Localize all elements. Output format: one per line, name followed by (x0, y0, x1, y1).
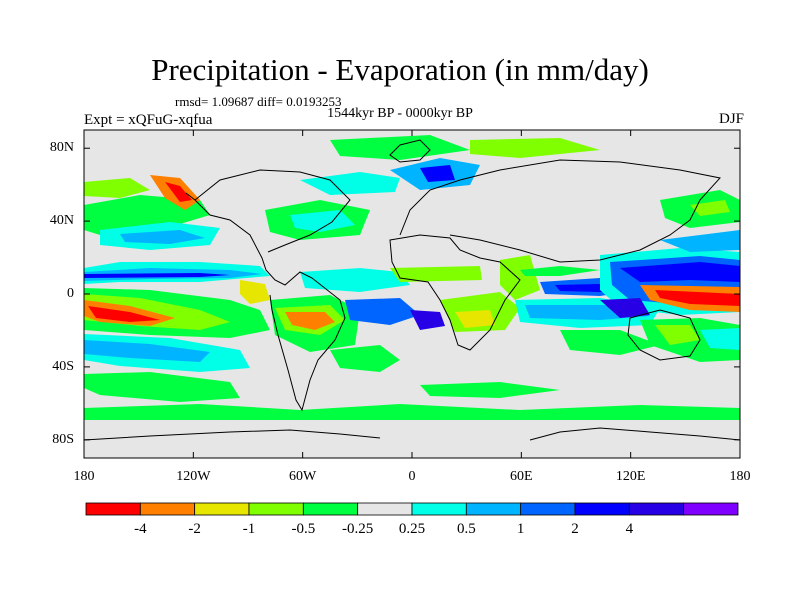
colorbar-label: -1 (242, 521, 256, 537)
contour-region (690, 200, 730, 216)
colorbar-label: 0.5 (456, 521, 476, 537)
contour-region (520, 266, 600, 276)
coastline-africa (389, 234, 521, 351)
coastline-australia (627, 309, 701, 361)
colorbar-label: 2 (571, 521, 579, 537)
colorbar-swatch (683, 502, 739, 516)
colorbar-label: -2 (188, 521, 201, 537)
lon-label: 60E (510, 469, 533, 484)
colorbar-swatch (139, 502, 196, 516)
colorbar-label: 1 (516, 521, 525, 537)
coastlines (84, 139, 740, 441)
colorbar-label: -0.25 (342, 521, 374, 537)
coastline-north-america (194, 169, 351, 253)
contour-region (300, 268, 410, 292)
colorbar-swatch (574, 502, 630, 516)
lat-label: 40S (52, 358, 74, 374)
contour-region (300, 172, 400, 195)
coastline-antarctica (84, 427, 740, 441)
lon-label: 120W (176, 469, 211, 484)
colorbar-swatch (411, 502, 467, 516)
lat-label: 0 (67, 286, 74, 301)
colorbar-label: -4 (134, 521, 147, 537)
contour-region (84, 404, 740, 420)
lat-label: 40N (49, 213, 74, 229)
colorbar-swatch (194, 502, 250, 516)
season-label: DJF (718, 111, 744, 127)
lon-label: 60W (289, 469, 317, 484)
contour-region (410, 310, 445, 330)
contour-region (600, 298, 650, 318)
colorbar-swatch (628, 502, 685, 516)
contour-region (655, 290, 740, 306)
lat-label: 80N (49, 140, 74, 156)
colorbar-swatch (465, 502, 522, 516)
lon-label: 120E (615, 469, 646, 484)
colorbar-label: 0.25 (398, 521, 426, 537)
lon-label: 0 (408, 469, 416, 484)
contour-region (240, 280, 270, 304)
contour-fields (84, 135, 740, 420)
coastline-greenland (389, 139, 431, 163)
axis-ticks (83, 130, 741, 458)
contour-region (390, 266, 482, 282)
contour-region (330, 345, 400, 372)
lon-label: 180 (73, 469, 95, 484)
contour-region (420, 382, 560, 398)
contour-region (88, 306, 160, 322)
contour-region (84, 340, 210, 362)
colorbar-swatch (302, 502, 359, 516)
stats-text: rmsd= 1.09687 diff= 0.0193253 (175, 94, 342, 109)
colorbar-label: 4 (625, 521, 634, 537)
lat-label: 80S (52, 431, 74, 447)
experiment-label: Expt = xQFuG-xqfua (84, 112, 213, 128)
contour-region (620, 262, 740, 282)
contour-region (655, 325, 700, 345)
contour-region (345, 298, 420, 325)
contour-region (84, 273, 230, 278)
contour-region (660, 230, 740, 252)
contour-region (120, 230, 205, 244)
colorbar-swatch (85, 502, 141, 516)
contour-region (84, 178, 150, 198)
contour-region (285, 312, 335, 330)
contour-region (290, 210, 355, 232)
coastline-eurasia (399, 159, 721, 263)
colorbar-swatch (248, 502, 304, 516)
contour-region (330, 135, 470, 160)
contour-region (500, 255, 540, 300)
contour-region (84, 372, 240, 402)
plot-title: Precipitation - Evaporation (in mm/day) (151, 52, 649, 87)
colorbar-label: -0.5 (291, 521, 316, 537)
colorbar (85, 502, 739, 516)
contour-region (470, 138, 600, 158)
contour-region (455, 310, 495, 328)
contour-region (420, 165, 455, 182)
contour-region (560, 330, 660, 355)
colorbar-swatch (357, 502, 413, 516)
lon-label: 180 (729, 469, 751, 484)
coastline-americas (185, 192, 346, 412)
colorbar-swatch (520, 502, 576, 516)
contour-region (700, 328, 740, 350)
period-text: 1544kyr BP - 0000kyr BP (327, 106, 473, 121)
contour-region (165, 182, 192, 202)
